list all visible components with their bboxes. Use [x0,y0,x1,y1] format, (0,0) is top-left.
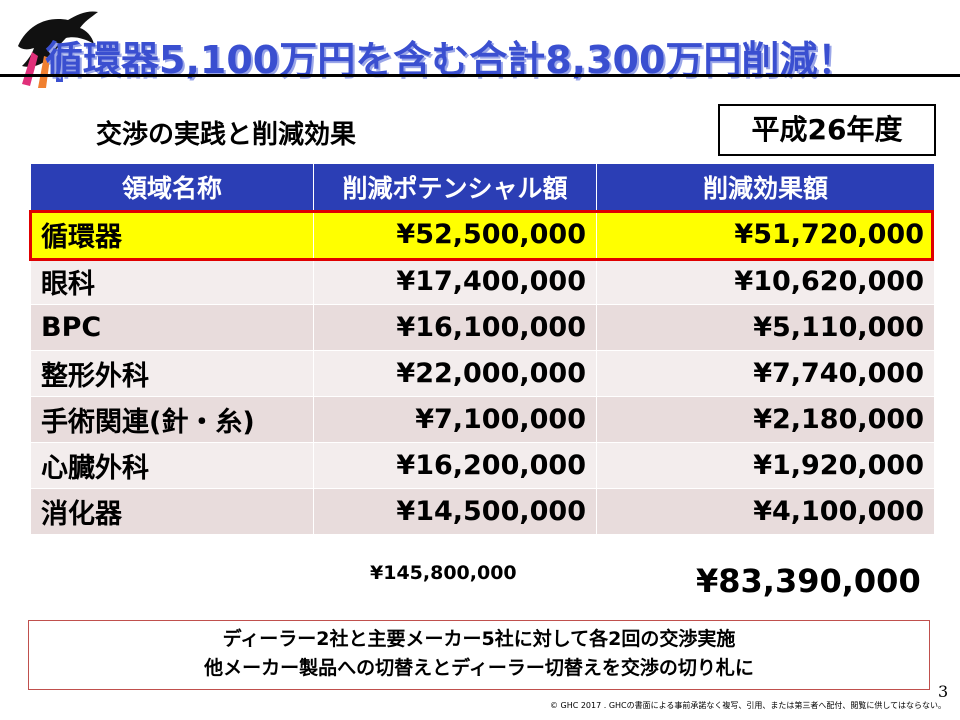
total-potential: ¥145,800,000 [370,562,517,584]
header-area-name: 領域名称 [30,163,314,211]
table-row: 手術関連(針・糸) ¥7,100,000 ¥2,180,000 [30,396,935,443]
header-effect: 削減効果額 [596,163,935,211]
cell-potential: ¥22,000,000 [313,350,597,397]
note-box: ディーラー2社と主要メーカー5社に対して各2回の交渉実施 他メーカー製品への切替… [28,620,930,690]
cell-effect: ¥2,180,000 [596,396,935,443]
reduction-table: 領域名称 削減ポテンシャル額 削減効果額 循環器 ¥52,500,000 ¥51… [30,163,935,535]
cell-effect: ¥4,100,000 [596,488,935,535]
note-line-2: 他メーカー製品への切替えとディーラー切替えを交渉の切り札に [204,657,754,679]
cell-effect: ¥5,110,000 [596,304,935,351]
cell-potential: ¥14,500,000 [313,488,597,535]
cell-area-name: 眼科 [30,258,314,305]
cell-potential: ¥52,500,000 [313,210,597,259]
table-row: 眼科 ¥17,400,000 ¥10,620,000 [30,258,935,305]
cell-area-name: 心臓外科 [30,442,314,489]
table-row: BPC ¥16,100,000 ¥5,110,000 [30,304,935,351]
cell-potential: ¥7,100,000 [313,396,597,443]
slide-subtitle: 交渉の実践と削減効果 [96,120,357,150]
title-underline [0,74,960,77]
cell-effect: ¥10,620,000 [596,258,935,305]
cell-area-name: 手術関連(針・糸) [30,396,314,443]
cell-area-name: BPC [30,304,314,351]
cell-effect: ¥1,920,000 [596,442,935,489]
table-row: 消化器 ¥14,500,000 ¥4,100,000 [30,488,935,535]
cell-effect: ¥7,740,000 [596,350,935,397]
cell-effect: ¥51,720,000 [596,210,935,259]
table-row: 整形外科 ¥22,000,000 ¥7,740,000 [30,350,935,397]
total-effect: ¥83,390,000 [696,562,921,600]
copyright-notice: © GHC 2017 . GHCの書面による事前承諾なく複写、引用、または第三者… [549,701,946,710]
table-row-highlight: 循環器 ¥52,500,000 ¥51,720,000 [30,210,935,259]
table-row: 心臓外科 ¥16,200,000 ¥1,920,000 [30,442,935,489]
note-line-1: ディーラー2社と主要メーカー5社に対して各2回の交渉実施 [222,628,736,650]
cell-area-name: 循環器 [30,210,314,259]
cell-area-name: 消化器 [30,488,314,535]
table-header-row: 領域名称 削減ポテンシャル額 削減効果額 [30,163,935,211]
page-number: 3 [938,682,949,701]
header-potential: 削減ポテンシャル額 [313,163,597,211]
cell-potential: ¥16,100,000 [313,304,597,351]
fiscal-year-label: 平成26年度 [718,104,936,156]
cell-area-name: 整形外科 [30,350,314,397]
cell-potential: ¥16,200,000 [313,442,597,489]
cell-potential: ¥17,400,000 [313,258,597,305]
